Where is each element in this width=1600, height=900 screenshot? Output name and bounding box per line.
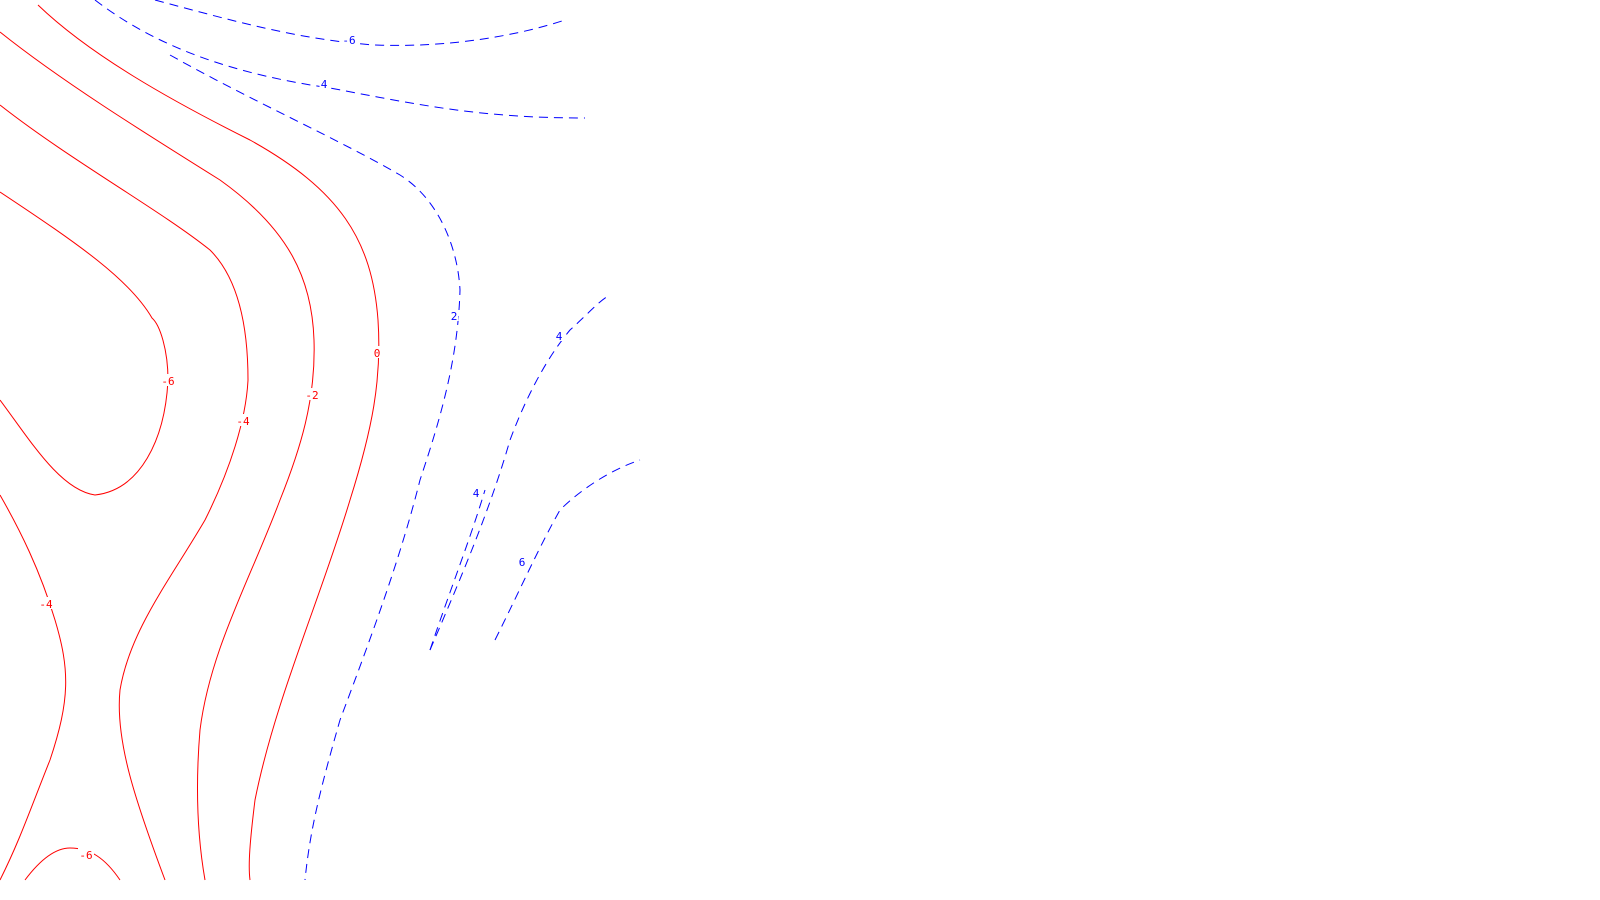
contour-line-12	[494, 459, 641, 641]
contour-label-bg-3	[304, 388, 320, 400]
contour-label-10: 4	[556, 330, 563, 343]
contour-line-11	[429, 489, 486, 651]
contour-label-bg-6	[78, 848, 94, 860]
contour-label-bg-10	[554, 329, 564, 341]
contour-label-8: 4	[321, 78, 328, 91]
contour-label-7: -6	[342, 34, 355, 47]
contour-line-2	[0, 104, 249, 881]
contour-label-11: 4	[473, 487, 480, 500]
contour-line-9	[169, 54, 461, 881]
contour-labels-layer: -6 -4 -2 0 -4 -6 -6 4 2 4 4 6	[38, 33, 564, 862]
contour-label-4: 0	[374, 347, 381, 360]
contour-line-3	[0, 31, 315, 881]
contour-label-bg-12	[517, 555, 527, 567]
contour-label-bg-8	[319, 77, 329, 89]
contour-line-8	[94, 0, 586, 119]
contour-label-5: -4	[39, 598, 53, 611]
contour-label-bg-5	[38, 597, 54, 609]
contour-label-1: -6	[161, 375, 174, 388]
contour-label-6: -6	[79, 849, 92, 862]
contour-label-9: 2	[451, 310, 458, 323]
contour-line-10	[429, 294, 611, 651]
contour-line-1	[0, 191, 169, 496]
contour-label-3: -2	[305, 389, 318, 402]
contour-label-2: -4	[236, 415, 250, 428]
contour-line-5	[0, 494, 67, 881]
contour-lines-layer	[0, 0, 641, 881]
contour-label-bg-4	[372, 346, 382, 358]
contour-label-bg-1	[160, 374, 176, 386]
contour-label-bg-2	[235, 414, 251, 426]
contour-line-4	[37, 4, 380, 881]
contour-label-bg-11	[471, 486, 481, 498]
contour-label-bg-9	[449, 309, 459, 321]
contour-label-bg-7	[341, 33, 357, 45]
contour-line-7	[154, 0, 566, 46]
contour-line-6	[24, 847, 121, 881]
contour-label-12: 6	[519, 556, 526, 569]
